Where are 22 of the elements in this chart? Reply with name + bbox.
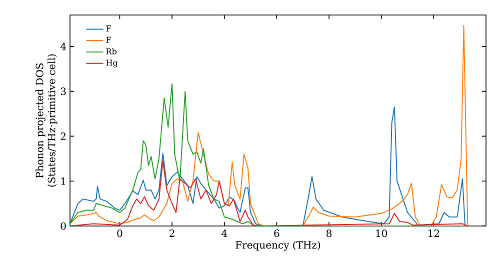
x-tick-label: 0 (117, 230, 122, 238)
y-tick-label: 0 (60, 222, 66, 230)
x-tick-label: 4 (222, 230, 228, 237)
x-tick-label: 12 (428, 230, 440, 237)
legend-label: Hg (106, 60, 118, 68)
y-tick-label: 2 (60, 132, 66, 140)
y-tick-label: 3 (60, 88, 66, 96)
x-tick-label: 10 (376, 230, 388, 238)
line-series (70, 106, 466, 226)
x-tick-label: 2 (170, 230, 174, 237)
line-series (70, 83, 468, 226)
legend-label: F (106, 36, 111, 43)
y-tick-label: 4 (60, 42, 66, 50)
legend-label: Rb (106, 48, 116, 54)
line-series (70, 24, 468, 226)
x-axis-title: Frequency (THz) (236, 240, 320, 251)
x-tick-label: 6 (274, 230, 280, 238)
legend-label: F (106, 26, 111, 32)
line-series (70, 160, 468, 226)
x-tick-label: 8 (326, 230, 332, 238)
y-axis-title: Phonon projected DOS (States/THz·primitive cell) (36, 54, 58, 187)
y-tick-label: 1 (61, 177, 66, 185)
